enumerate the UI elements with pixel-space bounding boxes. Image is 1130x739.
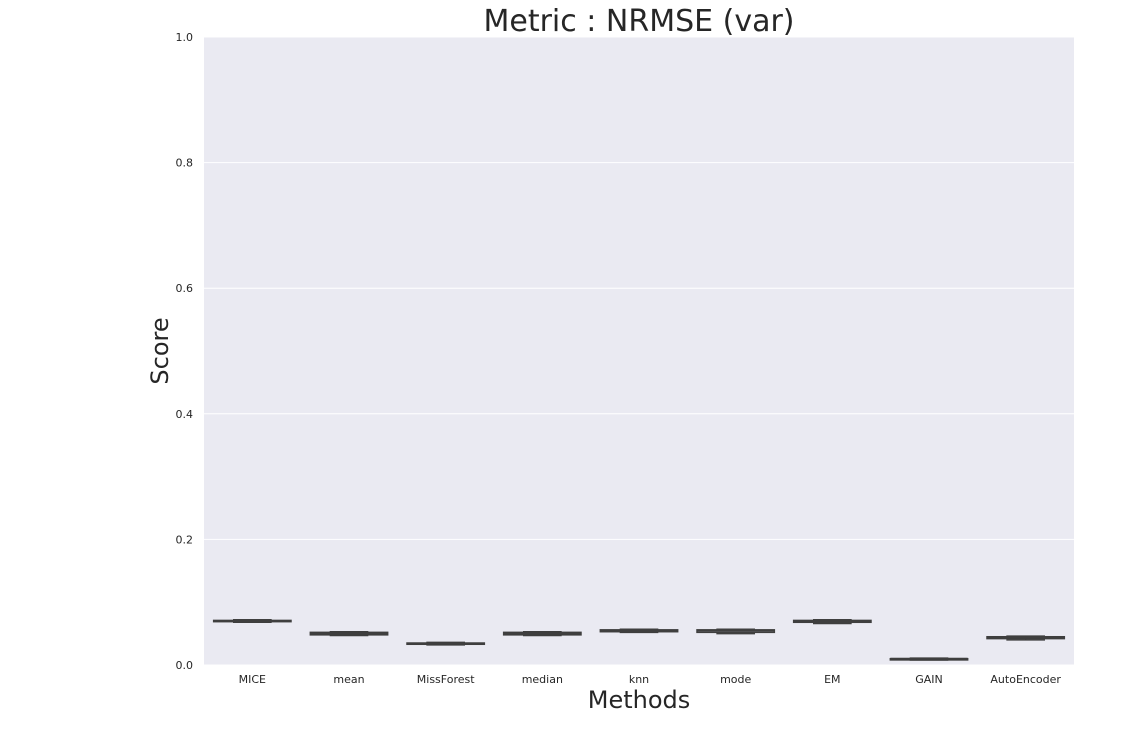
box-gain bbox=[889, 657, 969, 661]
x-tick-label: MICE bbox=[239, 673, 266, 686]
box-em bbox=[792, 619, 872, 625]
x-tick-label: EM bbox=[824, 673, 840, 686]
y-axis-label: Score bbox=[146, 317, 174, 384]
y-tick-label: 0.8 bbox=[176, 157, 194, 170]
plot-area bbox=[204, 37, 1074, 665]
x-tick-label: median bbox=[522, 673, 563, 686]
box-median bbox=[502, 630, 582, 637]
y-tick-label: 0.6 bbox=[176, 282, 194, 295]
x-tick-label: GAIN bbox=[915, 673, 943, 686]
x-tick-label: mean bbox=[333, 673, 364, 686]
y-tick-label: 1.0 bbox=[176, 31, 194, 44]
box-mice bbox=[212, 619, 292, 624]
x-tick-label: MissForest bbox=[417, 673, 475, 686]
y-tick-label: 0.2 bbox=[176, 533, 194, 546]
y-tick-label: 0.0 bbox=[176, 659, 194, 672]
box-mean bbox=[309, 630, 389, 637]
x-tick-label: knn bbox=[629, 673, 649, 686]
box-knn bbox=[599, 628, 679, 634]
chart-title: Metric : NRMSE (var) bbox=[483, 4, 794, 39]
y-tick-labels: 0.0 0.2 0.4 0.6 0.8 1.0 bbox=[176, 31, 194, 672]
box-mode bbox=[696, 628, 776, 635]
x-tick-label: AutoEncoder bbox=[990, 673, 1061, 686]
box-autoencoder bbox=[986, 635, 1066, 641]
x-tick-labels: MICE mean MissForest median knn mode EM GAIN Aut… bbox=[239, 673, 1062, 686]
y-tick-label: 0.4 bbox=[176, 408, 194, 421]
grid-lines bbox=[204, 36, 1074, 666]
x-axis-label: Methods bbox=[588, 686, 691, 714]
x-tick-label: mode bbox=[720, 673, 751, 686]
box-missforest bbox=[406, 641, 486, 646]
boxes bbox=[212, 619, 1066, 661]
